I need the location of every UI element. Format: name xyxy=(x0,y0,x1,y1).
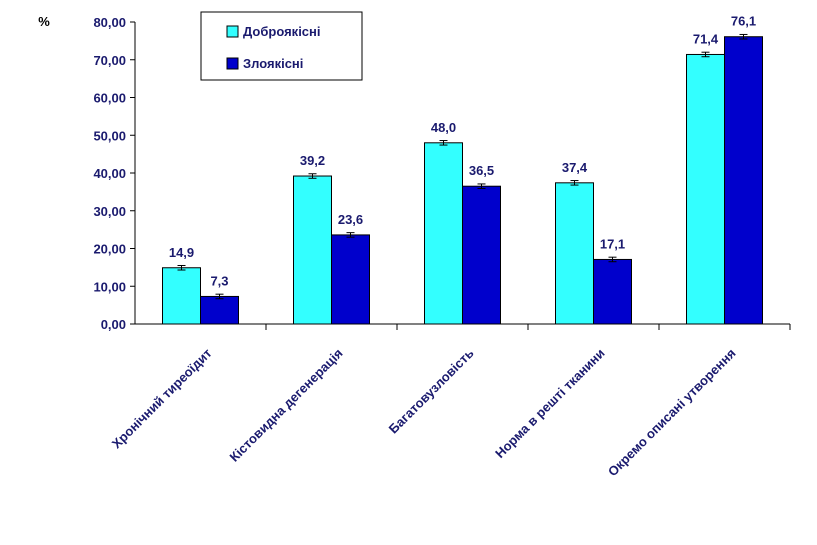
y-tick-label: 40,00 xyxy=(93,166,126,181)
x-category-label: Окремо описані утворення xyxy=(605,346,739,480)
legend-label: Доброякісні xyxy=(243,24,321,39)
data-label: 48,0 xyxy=(431,120,456,135)
bar xyxy=(555,182,594,325)
axes: 0,00 10,00 20,00 30,00 40,00 50,00 60,00 70,00 8… xyxy=(38,14,791,332)
y-tick-label: 70,00 xyxy=(93,53,126,68)
data-label: 7,3 xyxy=(210,273,228,288)
bars xyxy=(162,33,763,325)
x-category-label: Кістовидна дегенерація xyxy=(227,346,346,465)
x-category-label: Норма в решті тканини xyxy=(492,346,608,462)
data-label: 23,6 xyxy=(338,212,363,227)
x-category-label: Багатовузловість xyxy=(386,346,477,437)
y-tick-label: 0,00 xyxy=(101,317,126,332)
bar xyxy=(724,36,763,325)
data-label: 36,5 xyxy=(469,163,494,178)
bar xyxy=(686,53,725,325)
data-label: 71,4 xyxy=(693,31,719,46)
bar xyxy=(593,258,632,325)
data-label: 14,9 xyxy=(169,245,194,260)
data-label: 76,1 xyxy=(731,14,756,29)
y-tick-label: 50,00 xyxy=(93,128,126,143)
bar xyxy=(462,185,501,325)
data-label: 37,4 xyxy=(562,160,588,175)
bar xyxy=(331,234,370,325)
legend-swatch xyxy=(226,25,239,38)
bar xyxy=(200,295,239,325)
data-label: 39,2 xyxy=(300,153,325,168)
y-axis-unit-label: % xyxy=(38,14,50,29)
bar xyxy=(293,175,332,325)
x-category-label: Хронічний тиреоїдит xyxy=(109,346,215,452)
bar xyxy=(162,267,201,325)
y-tick-label: 30,00 xyxy=(93,204,126,219)
bar xyxy=(424,142,463,325)
legend-label: Злоякісні xyxy=(243,56,303,71)
y-tick-label: 20,00 xyxy=(93,242,126,257)
legend-swatch xyxy=(226,57,239,70)
y-tick-label: 60,00 xyxy=(93,91,126,106)
y-tick-label: 10,00 xyxy=(93,279,126,294)
legend: Доброякісні Злоякісні xyxy=(200,11,363,81)
y-tick-label: 80,00 xyxy=(93,15,126,30)
data-label: 17,1 xyxy=(600,236,625,251)
